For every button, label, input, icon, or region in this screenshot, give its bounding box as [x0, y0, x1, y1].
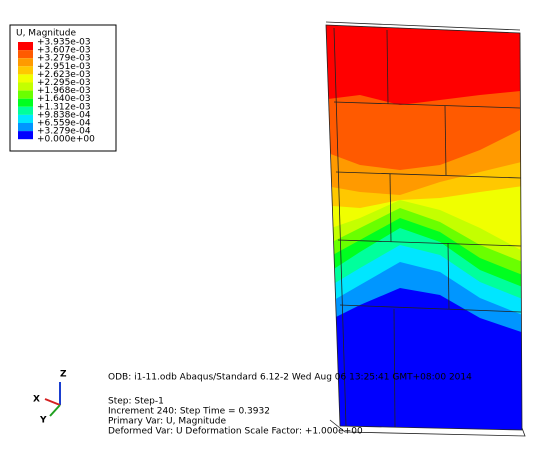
joint	[386, 29, 389, 105]
legend-label: +2.623e-03	[37, 70, 91, 80]
legend-title: U, Magnitude	[16, 29, 76, 39]
legend-label: +6.559e-04	[37, 119, 91, 129]
legend-swatch	[18, 106, 33, 115]
wall-outline	[325, 24, 523, 431]
contour-band	[326, 25, 522, 105]
joint	[339, 304, 522, 313]
legend-label: +1.640e-03	[37, 94, 91, 104]
odb-line: ODB: i1-11.odb Abaqus/Standard 6.12-2 We…	[108, 373, 472, 383]
wall-contour	[326, 25, 522, 430]
legend-swatch	[18, 123, 33, 132]
primary-line: Primary Var: U, Magnitude	[108, 417, 227, 427]
legend-swatch	[18, 66, 33, 75]
joint	[335, 171, 522, 179]
info-block: ODB: i1-11.odb Abaqus/Standard 6.12-2 We…	[108, 373, 472, 437]
legend-swatch	[18, 50, 33, 59]
joint	[393, 308, 396, 428]
step-line: Step: Step-1	[108, 397, 164, 407]
increment-line: Increment 240: Step Time = 0.3932	[108, 407, 270, 417]
legend-label: +3.935e-03	[37, 38, 91, 48]
legend-swatch	[18, 42, 33, 51]
triad-y-label: Y	[39, 416, 47, 426]
triad-x-label: X	[33, 395, 40, 405]
base-plate	[329, 419, 526, 437]
joint	[444, 105, 447, 176]
legend-label: +3.607e-03	[37, 46, 91, 56]
wall-edge	[333, 27, 347, 427]
legend-swatch	[18, 114, 33, 123]
legend-swatch	[18, 98, 33, 107]
legend-label: +1.312e-03	[37, 102, 91, 112]
legend-swatch	[18, 131, 33, 140]
legend-swatch	[18, 74, 33, 83]
legend-label: +3.279e-04	[37, 127, 91, 137]
legend-swatch	[18, 90, 33, 99]
joint	[389, 173, 392, 243]
top-plate	[325, 21, 521, 31]
triad: Z X Y	[33, 370, 67, 426]
legend-swatch	[18, 82, 33, 91]
legend-label: +9.838e-04	[37, 110, 91, 120]
joint	[447, 242, 450, 310]
triad-x	[44, 398, 61, 406]
joint	[333, 101, 521, 109]
wall-edges	[325, 21, 526, 437]
legend-label: +2.951e-03	[37, 62, 91, 72]
joint	[337, 239, 522, 247]
legend-label: +1.968e-03	[37, 86, 91, 96]
deformed-line: Deformed Var: U Deformation Scale Factor…	[108, 427, 363, 437]
legend-label: +3.279e-03	[37, 54, 91, 64]
legend-label: +0.000e+00	[37, 135, 95, 145]
triad-y	[49, 404, 61, 417]
legend: +3.935e-03+3.607e-03+3.279e-03+2.951e-03…	[18, 38, 95, 145]
legend-swatch	[18, 58, 33, 67]
triad-z-label: Z	[60, 370, 67, 380]
legend-label: +2.295e-03	[37, 78, 91, 88]
